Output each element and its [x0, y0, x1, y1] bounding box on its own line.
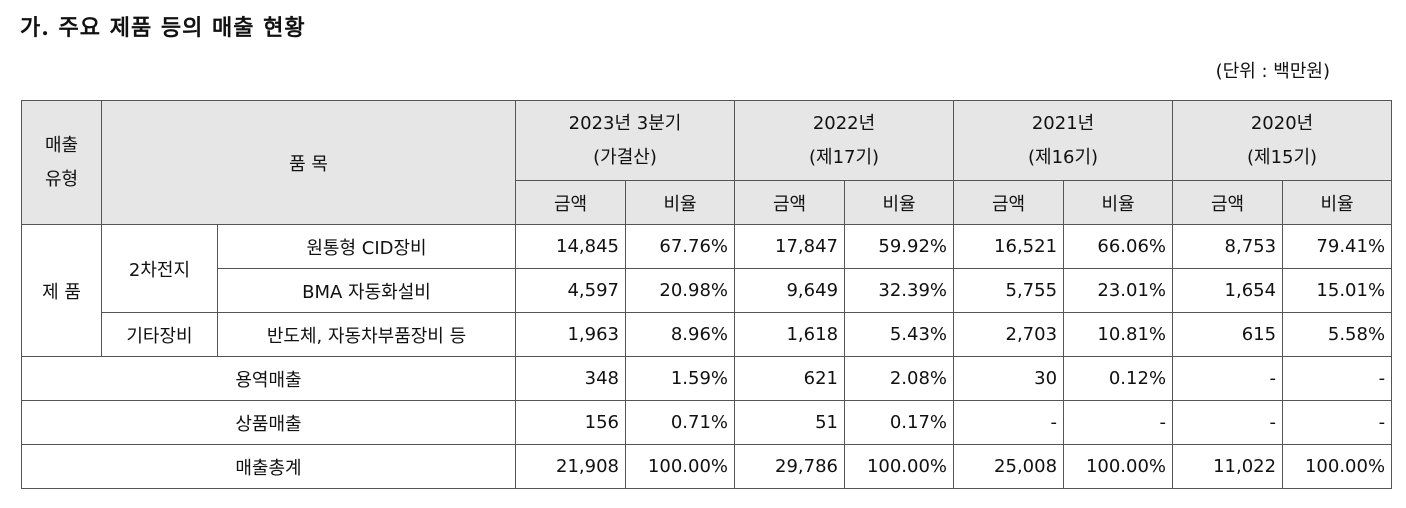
ratio-cell: -	[1063, 400, 1174, 445]
ratio-cell: 0.12%	[1063, 356, 1174, 401]
period-header: 2021년 (제16기)	[953, 100, 1174, 181]
ratio-cell: 79.41%	[1282, 224, 1393, 269]
table-row: 용역매출 348 1.59% 621 2.08% 30 0.12% - -	[21, 356, 1393, 401]
amount-cell: 51	[734, 400, 846, 445]
unit-label: (단위 : 백만원)	[1215, 61, 1330, 82]
amount-header: 금액	[734, 180, 846, 225]
amount-cell: 14,845	[515, 224, 626, 269]
amount-cell: -	[953, 400, 1065, 445]
table-row: 제 품 2차전지 원통형 CID장비 14,845 67.76% 17,847 …	[21, 224, 1393, 357]
ratio-cell: 0.71%	[624, 400, 736, 445]
ratio-cell: 5.43%	[844, 312, 955, 357]
ratio-cell: -	[1282, 356, 1393, 401]
amount-cell: 29,786	[734, 444, 846, 489]
ratio-cell: 66.06%	[1063, 224, 1174, 269]
subheader-row: 금액 비율 금액 비율 금액 비율 금액 비율	[22, 180, 1393, 225]
amount-header: 금액	[953, 180, 1065, 225]
amount-cell: 17,847	[734, 224, 846, 269]
item-name: 매출총계	[21, 444, 516, 489]
group-label: 2차전지	[101, 224, 218, 313]
total-row: 매출총계 21,908 100.00% 29,786 100.00% 25,00…	[21, 444, 1393, 489]
ratio-header: 비율	[844, 180, 955, 225]
ratio-cell: 8.96%	[624, 312, 736, 357]
ratio-cell: 10.81%	[1063, 312, 1174, 357]
sales-type-header: 매출 유형	[21, 100, 102, 225]
table-row: BMA 자동화설비 4,597 20.98% 9,649 32.39% 5,75…	[22, 268, 1393, 313]
period-header: 2022년 (제17기)	[734, 100, 955, 181]
amount-cell: 1,618	[734, 312, 846, 357]
amount-cell: -	[1172, 356, 1284, 401]
amount-cell: 5,755	[953, 268, 1065, 313]
ratio-cell: 0.17%	[844, 400, 955, 445]
amount-cell: -	[1172, 400, 1284, 445]
period-header: 2020년 (제15기)	[1172, 100, 1393, 181]
ratio-cell: 67.76%	[624, 224, 736, 269]
group-label: 기타장비	[101, 312, 218, 357]
amount-cell: 8,753	[1172, 224, 1284, 269]
ratio-cell: 5.58%	[1282, 312, 1393, 357]
ratio-cell: 100.00%	[1063, 444, 1174, 489]
amount-cell: 16,521	[953, 224, 1065, 269]
ratio-cell: 2.08%	[844, 356, 955, 401]
amount-cell: 621	[734, 356, 846, 401]
ratio-cell: 100.00%	[1282, 444, 1393, 489]
table-row: 상품매출 156 0.71% 51 0.17% - - - -	[21, 400, 1393, 445]
ratio-header: 비율	[624, 180, 736, 225]
amount-cell: 348	[515, 356, 626, 401]
ratio-cell: 1.59%	[624, 356, 736, 401]
item-name: 반도체, 자동차부품장비 등	[217, 312, 516, 357]
amount-cell: 2,703	[953, 312, 1065, 357]
ratio-cell: 15.01%	[1282, 268, 1393, 313]
amount-cell: 615	[1172, 312, 1284, 357]
item-name: 용역매출	[21, 356, 516, 401]
amount-cell: 30	[953, 356, 1065, 401]
item-name: 상품매출	[21, 400, 516, 445]
item-name: BMA 자동화설비	[217, 268, 516, 313]
amount-cell: 21,908	[515, 444, 626, 489]
ratio-cell: 20.98%	[624, 268, 736, 313]
item-header: 품 목	[101, 100, 516, 225]
amount-cell: 11,022	[1172, 444, 1284, 489]
page-title: 가. 주요 제품 등의 매출 현황	[20, 15, 306, 41]
period-header: 2023년 3분기 (가결산)	[514, 100, 736, 181]
amount-cell: 4,597	[515, 268, 626, 313]
header-row: 매출 유형 품 목 2023년 3분기 (가결산) 2022년 (제17기) 2…	[21, 100, 1393, 225]
sales-table: 매출 유형 품 목 2023년 3분기 (가결산) 2022년 (제17기) 2…	[21, 100, 1393, 489]
ratio-cell: 100.00%	[844, 444, 955, 489]
amount-cell: 1,654	[1172, 268, 1284, 313]
table-row: 기타장비 반도체, 자동차부품장비 등 1,963 8.96% 1,618 5.…	[22, 312, 1393, 357]
ratio-cell: -	[1282, 400, 1393, 445]
amount-cell: 1,963	[515, 312, 626, 357]
item-name: 원통형 CID장비	[217, 224, 516, 269]
ratio-header: 비율	[1282, 180, 1393, 225]
ratio-cell: 100.00%	[624, 444, 736, 489]
amount-cell: 9,649	[734, 268, 846, 313]
ratio-cell: 23.01%	[1063, 268, 1174, 313]
amount-header: 금액	[1172, 180, 1284, 225]
ratio-header: 비율	[1063, 180, 1174, 225]
ratio-cell: 59.92%	[844, 224, 955, 269]
product-label: 제 품	[21, 224, 102, 357]
amount-cell: 25,008	[953, 444, 1065, 489]
ratio-cell: 32.39%	[844, 268, 955, 313]
amount-header: 금액	[515, 180, 626, 225]
amount-cell: 156	[515, 400, 626, 445]
